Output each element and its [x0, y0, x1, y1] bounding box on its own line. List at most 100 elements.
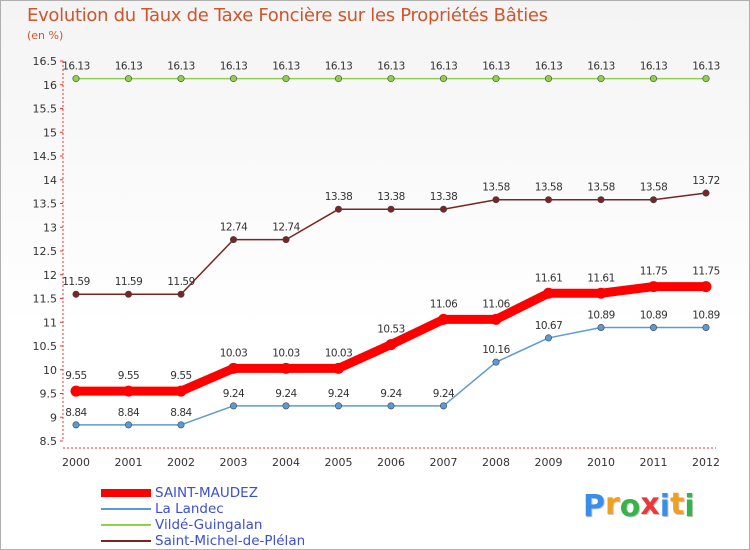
data-label: 11.61 [535, 272, 563, 284]
brand-letter: r [605, 487, 620, 522]
data-point [125, 290, 133, 298]
legend-swatch [101, 524, 151, 526]
data-label: 10.16 [482, 344, 510, 356]
data-point [387, 402, 395, 410]
data-label: 10.67 [535, 320, 563, 332]
data-point [125, 421, 133, 429]
brand-logo: Proxiti [583, 487, 695, 524]
x-tick-label: 2007 [430, 456, 458, 469]
data-label: 9.24 [328, 388, 350, 400]
data-label: 9.24 [433, 388, 455, 400]
x-tick-label: 2011 [640, 456, 668, 469]
y-tick-label: 9 [50, 411, 57, 424]
data-point [280, 362, 292, 374]
data-point [597, 75, 605, 83]
data-point [175, 385, 187, 397]
data-point [492, 196, 500, 204]
x-tick-label: 2000 [62, 456, 90, 469]
data-label: 16.13 [482, 61, 510, 73]
data-label: 12.74 [272, 222, 300, 234]
y-tick-label: 11.5 [33, 293, 58, 306]
data-point [177, 75, 185, 83]
data-label: 16.13 [430, 61, 458, 73]
data-point [492, 358, 500, 366]
data-label: 11.59 [167, 276, 195, 288]
data-label: 11.75 [640, 266, 668, 278]
data-label: 11.06 [430, 298, 458, 310]
y-tick-label: 12 [43, 269, 57, 282]
brand-letter: t [670, 487, 685, 522]
data-point [230, 236, 238, 244]
data-label: 10.89 [692, 309, 720, 321]
data-point [543, 287, 554, 299]
data-point [544, 334, 552, 342]
legend-entry: La Landec [101, 501, 361, 517]
brand-letter: i [659, 489, 671, 524]
data-label: 11.61 [587, 272, 615, 284]
data-label: 13.58 [587, 182, 615, 194]
data-point [177, 290, 185, 298]
data-label: 10.89 [640, 309, 668, 321]
data-label: 13.72 [692, 175, 720, 187]
data-point [282, 402, 290, 410]
data-point [544, 75, 552, 83]
y-tick-label: 9.5 [40, 388, 58, 401]
data-point [439, 205, 447, 213]
data-label: 8.84 [65, 407, 87, 419]
x-tick-label: 2009 [535, 456, 563, 469]
y-tick-label: 12.5 [33, 245, 58, 258]
data-label: 13.58 [482, 182, 510, 194]
legend-entry: SAINT-MAUDEZ [101, 485, 361, 501]
data-point [228, 362, 239, 374]
data-point [490, 313, 502, 325]
data-label: 13.38 [377, 191, 405, 203]
data-point [333, 362, 344, 374]
data-point [334, 75, 342, 83]
data-point [72, 290, 80, 298]
axes: 8.5 9 9.5 10 10.5 11 11.5 12 12.5 13 13.5 14 14.5 15 1… [33, 55, 721, 469]
data-label: 11.59 [115, 276, 143, 288]
data-point [700, 281, 712, 293]
data-label: 8.84 [170, 407, 192, 419]
x-tick-label: 2004 [272, 456, 300, 469]
legend-label: SAINT-MAUDEZ [155, 485, 258, 501]
data-point [595, 287, 607, 299]
data-label: 16.13 [535, 61, 563, 73]
x-tick-label: 2005 [325, 456, 353, 469]
data-point [649, 323, 657, 331]
data-point [282, 75, 290, 83]
y-tick-label: 15 [43, 126, 57, 139]
data-point [230, 75, 238, 83]
y-tick-label: 13.5 [33, 198, 58, 211]
chart-title: Evolution du Taux de Taxe Foncière sur l… [27, 5, 548, 26]
data-label: 10.03 [220, 347, 248, 359]
data-point [282, 236, 290, 244]
data-label: 9.24 [380, 388, 402, 400]
data-label: 9.24 [223, 388, 245, 400]
data-point [72, 75, 80, 83]
data-label: 13.58 [535, 182, 563, 194]
data-point [438, 313, 449, 325]
data-label: 10.03 [325, 347, 353, 359]
y-tick-label: 14.5 [33, 150, 58, 163]
data-label: 9.55 [170, 370, 191, 382]
y-tick-label: 16.5 [33, 55, 58, 68]
data-point [334, 402, 342, 410]
data-label: 16.13 [377, 61, 405, 73]
legend-label: Vildé-Guingalan [155, 517, 263, 533]
x-tick-label: 2003 [220, 456, 248, 469]
data-label: 10.03 [272, 347, 300, 359]
data-label: 13.58 [640, 182, 668, 194]
data-label: 16.13 [587, 61, 615, 73]
brand-letter: x [640, 487, 660, 522]
data-label: 13.38 [430, 191, 458, 203]
y-tick-label: 11 [43, 316, 57, 329]
data-label: 10.53 [377, 324, 405, 336]
x-tick-label: 2010 [587, 456, 615, 469]
legend-entry: Saint-Michel-de-Plélan [101, 533, 361, 549]
data-point [385, 339, 397, 351]
data-point [387, 75, 395, 83]
data-label: 9.55 [65, 370, 86, 382]
data-point [439, 75, 447, 83]
